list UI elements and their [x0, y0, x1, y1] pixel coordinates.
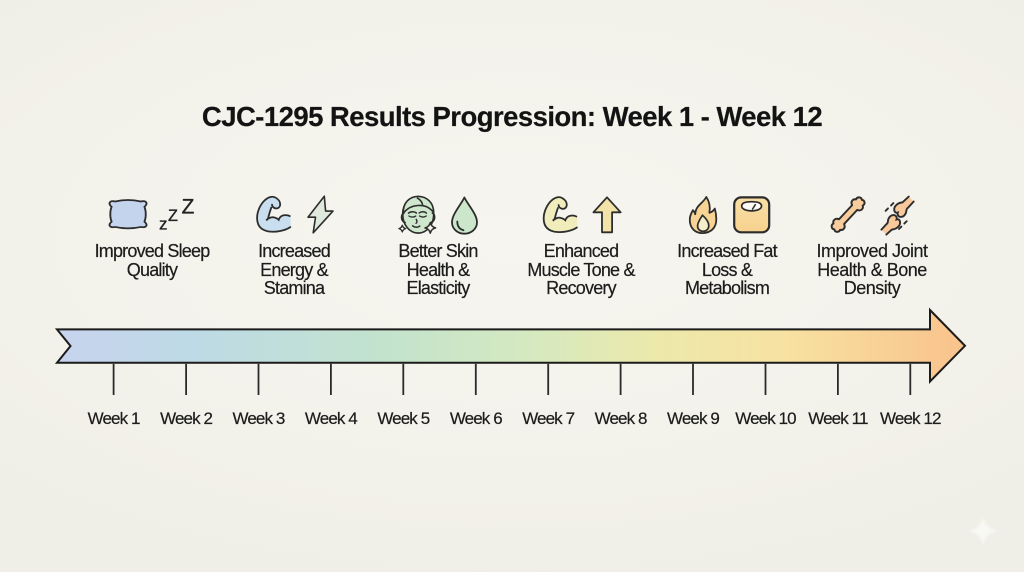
svg-text:Z: Z: [182, 196, 195, 219]
svg-text:z: z: [159, 214, 168, 233]
svg-text:Z: Z: [168, 207, 178, 225]
